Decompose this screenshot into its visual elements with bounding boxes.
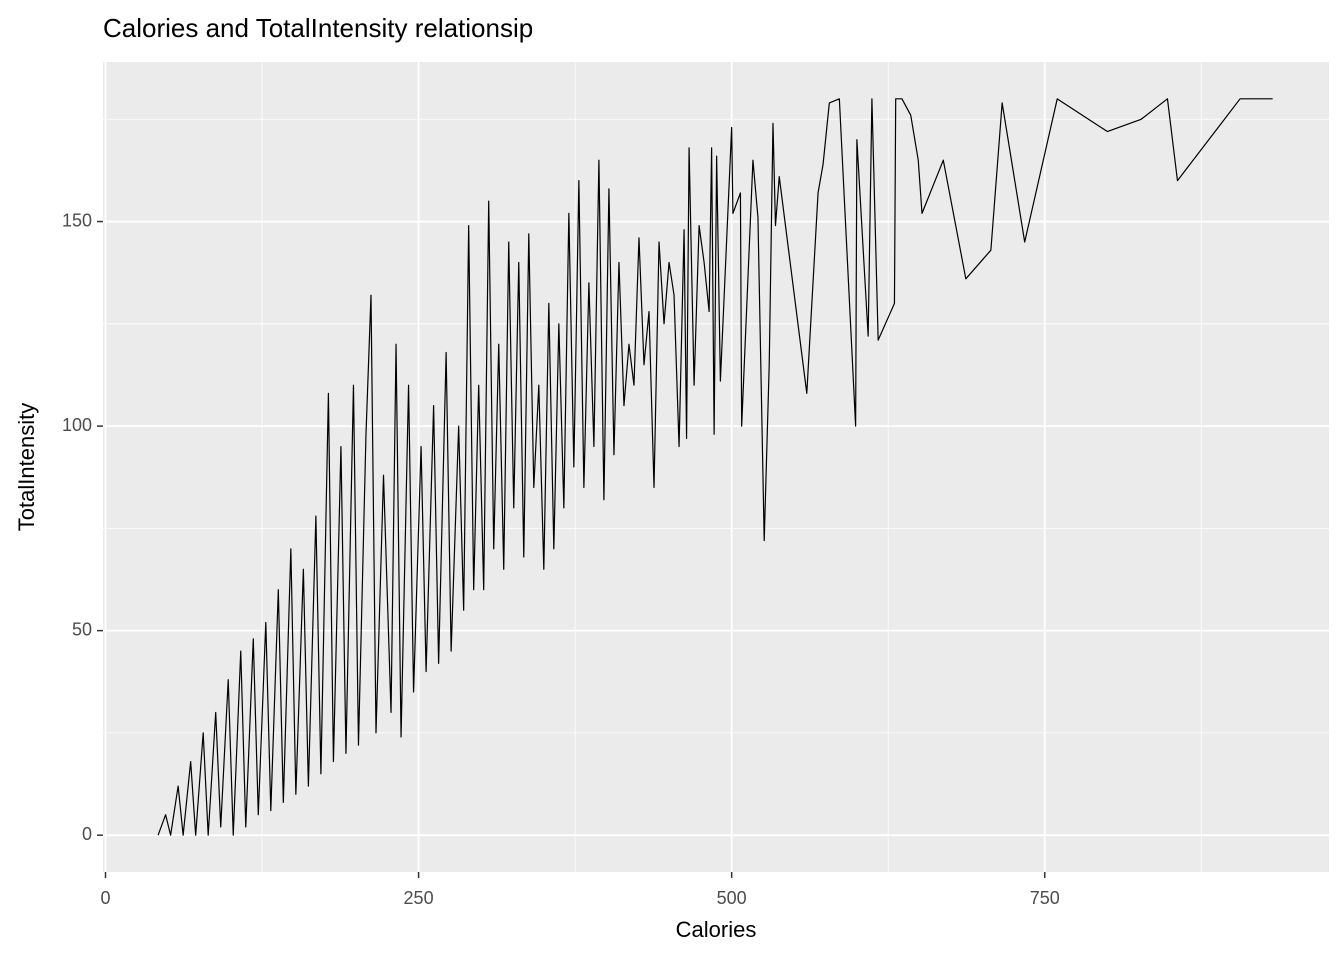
y-tick-label: 150 — [62, 210, 92, 230]
y-tick-label: 0 — [82, 824, 92, 844]
marks — [157, 98, 1273, 836]
grid — [103, 62, 1329, 872]
y-tick-label: 50 — [72, 619, 92, 639]
x-tick-label: 750 — [1030, 888, 1060, 908]
y-tick-label: 100 — [62, 415, 92, 435]
x-axis-title: Calories — [676, 917, 757, 942]
x-tick-label: 0 — [100, 888, 110, 908]
chart-title: Calories and TotalIntensity relationsip — [103, 13, 533, 43]
y-axis-title: TotalIntensity — [14, 403, 39, 531]
data-line — [157, 98, 1273, 836]
x-tick-label: 250 — [404, 888, 434, 908]
x-tick-label: 500 — [717, 888, 747, 908]
